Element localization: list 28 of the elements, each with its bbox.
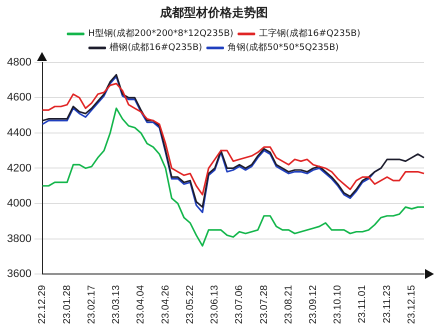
x-tick-label: 23.11.23 (382, 284, 393, 324)
y-tick-label: 4000 (6, 198, 32, 210)
x-tick-label: 23.07.06 (234, 284, 246, 324)
x-tick-label: 23.01.28 (62, 284, 73, 324)
x-tick-label: 22.12.29 (37, 284, 48, 324)
chart-title: 成都型材价格走势图 (159, 5, 268, 20)
x-tick-label: 23.10.10 (332, 284, 344, 324)
x-tick-label: 23.07.28 (258, 284, 270, 324)
x-tick-label: 23.02.17 (86, 284, 98, 324)
y-tick-label: 3600 (6, 268, 32, 280)
legend-label: 角钢(成都50*50*5Q235B) (228, 42, 339, 54)
x-tick-label: 23.06.13 (210, 284, 221, 324)
y-tick-label: 3800 (6, 232, 32, 245)
y-tick-label: 4200 (6, 162, 32, 174)
x-tick-label: 23.11.01 (357, 284, 368, 324)
x-tick-label: 23.12.15 (406, 284, 418, 324)
x-tick-label: 23.05.22 (184, 284, 196, 324)
legend-label: 工字钢(成都16#Q235B) (258, 28, 360, 40)
y-tick-label: 4400 (6, 126, 32, 139)
legend-label: H型钢(成都200*200*8*12Q235B) (88, 28, 234, 40)
x-tick-label: 23.04.26 (160, 284, 172, 324)
y-tick-label: 4800 (6, 56, 32, 68)
x-tick-label: 23.09.12 (308, 284, 319, 324)
legend-label: 槽钢(成都16#Q235B) (110, 42, 202, 54)
x-tick-label: 23.04.04 (136, 284, 147, 324)
x-tick-label: 23.03.13 (111, 284, 122, 324)
x-tick-label: 23.08.21 (283, 284, 294, 324)
y-tick-label: 4600 (6, 92, 32, 104)
